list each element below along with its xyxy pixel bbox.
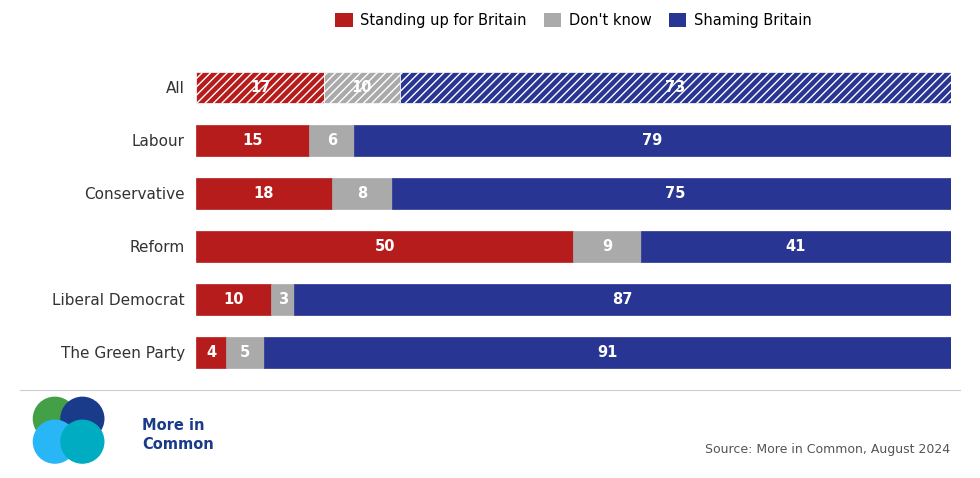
Circle shape [33, 420, 76, 463]
Text: 5: 5 [240, 345, 250, 360]
Bar [573, 231, 641, 262]
Text: 41: 41 [786, 239, 807, 254]
Legend: Standing up for Britain, Don't know, Shaming Britain: Standing up for Britain, Don't know, Sha… [329, 7, 817, 34]
Text: 10: 10 [352, 80, 372, 95]
Bar [332, 178, 392, 209]
Bar [392, 178, 958, 209]
Text: 87: 87 [612, 292, 632, 307]
Bar [196, 337, 226, 368]
Bar [196, 72, 324, 103]
Text: Source: More in Common, August 2024: Source: More in Common, August 2024 [706, 443, 951, 456]
Bar [271, 284, 294, 315]
Text: More in
Common: More in Common [142, 418, 214, 452]
Text: 75: 75 [665, 186, 685, 201]
Bar [310, 125, 355, 156]
Text: 6: 6 [326, 133, 337, 148]
Bar [324, 72, 400, 103]
Bar [264, 337, 951, 368]
Circle shape [61, 420, 104, 463]
Bar [226, 337, 264, 368]
Text: 8: 8 [357, 186, 368, 201]
Text: 17: 17 [250, 80, 270, 95]
Text: 9: 9 [602, 239, 612, 254]
Bar [355, 125, 951, 156]
Circle shape [33, 397, 76, 440]
Bar [196, 231, 573, 262]
Bar [400, 72, 951, 103]
Text: 4: 4 [206, 345, 217, 360]
Text: 91: 91 [597, 345, 617, 360]
Text: 3: 3 [277, 292, 288, 307]
Bar [196, 178, 332, 209]
Text: 50: 50 [374, 239, 395, 254]
Circle shape [61, 397, 104, 440]
Bar [196, 284, 271, 315]
Bar [641, 231, 951, 262]
Bar [196, 125, 310, 156]
Text: 79: 79 [643, 133, 662, 148]
Text: 10: 10 [223, 292, 244, 307]
Text: 73: 73 [665, 80, 685, 95]
Text: 18: 18 [254, 186, 274, 201]
Bar [294, 284, 951, 315]
Text: 15: 15 [242, 133, 263, 148]
